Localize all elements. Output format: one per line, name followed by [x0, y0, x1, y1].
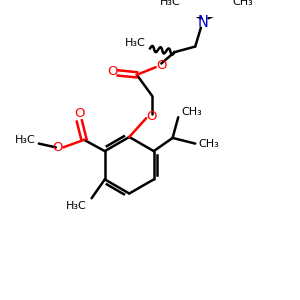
Text: O: O	[107, 65, 118, 79]
Text: H₃C: H₃C	[15, 135, 36, 145]
Text: O: O	[74, 107, 85, 120]
Text: H₃C: H₃C	[66, 201, 87, 211]
Text: O: O	[52, 141, 63, 154]
Text: O: O	[147, 110, 157, 123]
Text: O: O	[156, 59, 166, 72]
Text: CH₃: CH₃	[232, 0, 253, 7]
Text: H₃C: H₃C	[160, 0, 181, 7]
Text: CH₃: CH₃	[181, 107, 202, 118]
Text: H₃C: H₃C	[124, 38, 145, 48]
Text: N: N	[197, 14, 208, 29]
Text: CH₃: CH₃	[198, 139, 219, 148]
